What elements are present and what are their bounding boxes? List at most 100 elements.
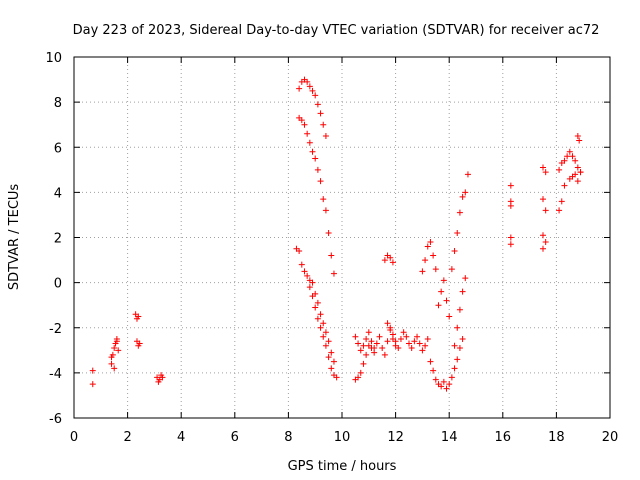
y-tick-label: 2 [54,232,62,247]
data-point [451,365,458,372]
x-tick-label: 6 [231,430,239,445]
data-point [317,178,324,185]
data-point [322,132,329,139]
x-tick-label: 16 [495,430,512,445]
data-point [424,336,431,343]
data-point [89,367,96,374]
data-point [328,252,335,259]
data-point [574,132,581,139]
data-point [448,374,455,381]
y-tick-label: -2 [49,322,62,337]
data-point [566,148,573,155]
x-axis-label: GPS time / hours [288,459,397,474]
data-point [89,381,96,388]
x-tick-label: 10 [334,430,351,445]
data-point [438,383,445,390]
data-point [135,313,142,320]
data-point [314,315,321,322]
data-point [556,207,563,214]
data-point [111,345,118,352]
data-point [456,345,463,352]
data-point [542,239,549,246]
data-point [564,153,571,160]
data-point [304,272,311,279]
data-point [368,345,375,352]
data-point [306,83,313,90]
data-point [368,338,375,345]
data-point [392,338,399,345]
data-point [427,239,434,246]
y-tick-label: 0 [54,277,62,292]
data-point [373,340,380,347]
data-point [432,266,439,273]
data-point [577,169,584,176]
data-point [395,345,402,352]
data-point [451,342,458,349]
data-point [317,311,324,318]
data-point [309,279,316,286]
data-point [443,297,450,304]
y-tick-label: 4 [54,186,62,201]
data-point [422,257,429,264]
data-point [459,336,466,343]
data-point [309,87,316,94]
data-point [446,381,453,388]
data-point [376,333,383,340]
x-tick-label: 0 [70,430,78,445]
data-point [381,257,388,264]
data-point [456,306,463,313]
data-point [328,365,335,372]
data-point [443,385,450,392]
data-point [357,369,364,376]
chart-title: Day 223 of 2023, Sidereal Day-to-day VTE… [73,23,600,38]
data-point [298,117,305,124]
data-point [507,202,514,209]
data-point [419,268,426,275]
data-point [363,336,370,343]
data-point [561,157,568,164]
data-point [416,340,423,347]
data-point [384,320,391,327]
data-point [454,229,461,236]
data-point [464,171,471,178]
data-point [462,189,469,196]
data-point [440,277,447,284]
data-point [111,365,118,372]
data-point [432,376,439,383]
data-point [322,329,329,336]
data-point [540,196,546,203]
data-point [322,342,329,349]
data-point [558,198,565,205]
data-point [556,166,563,173]
data-point [540,245,546,252]
x-tick-label: 4 [177,430,185,445]
data-point [448,266,455,273]
data-point [298,261,305,268]
data-point [320,320,327,327]
data-point [115,347,122,354]
y-tick-label: -4 [49,367,62,382]
data-point [542,207,549,214]
data-point [355,340,362,347]
data-point [574,178,581,185]
data-point [158,372,165,379]
data-point [352,333,359,340]
data-point [314,101,321,108]
data-point [322,207,329,214]
data-point [314,299,321,306]
data-point [155,378,162,385]
data-point [430,367,437,374]
data-point [451,248,458,255]
data-point [411,338,418,345]
data-point [355,374,362,381]
data-point [424,243,431,250]
data-point [108,360,115,367]
data-point [296,85,303,92]
data-point [301,268,308,275]
data-point [108,354,115,361]
data-point [572,157,579,164]
y-axis-label: SDTVAR / TECUs [7,184,22,291]
data-point [314,166,321,173]
data-point [304,130,311,137]
data-point [301,121,308,128]
